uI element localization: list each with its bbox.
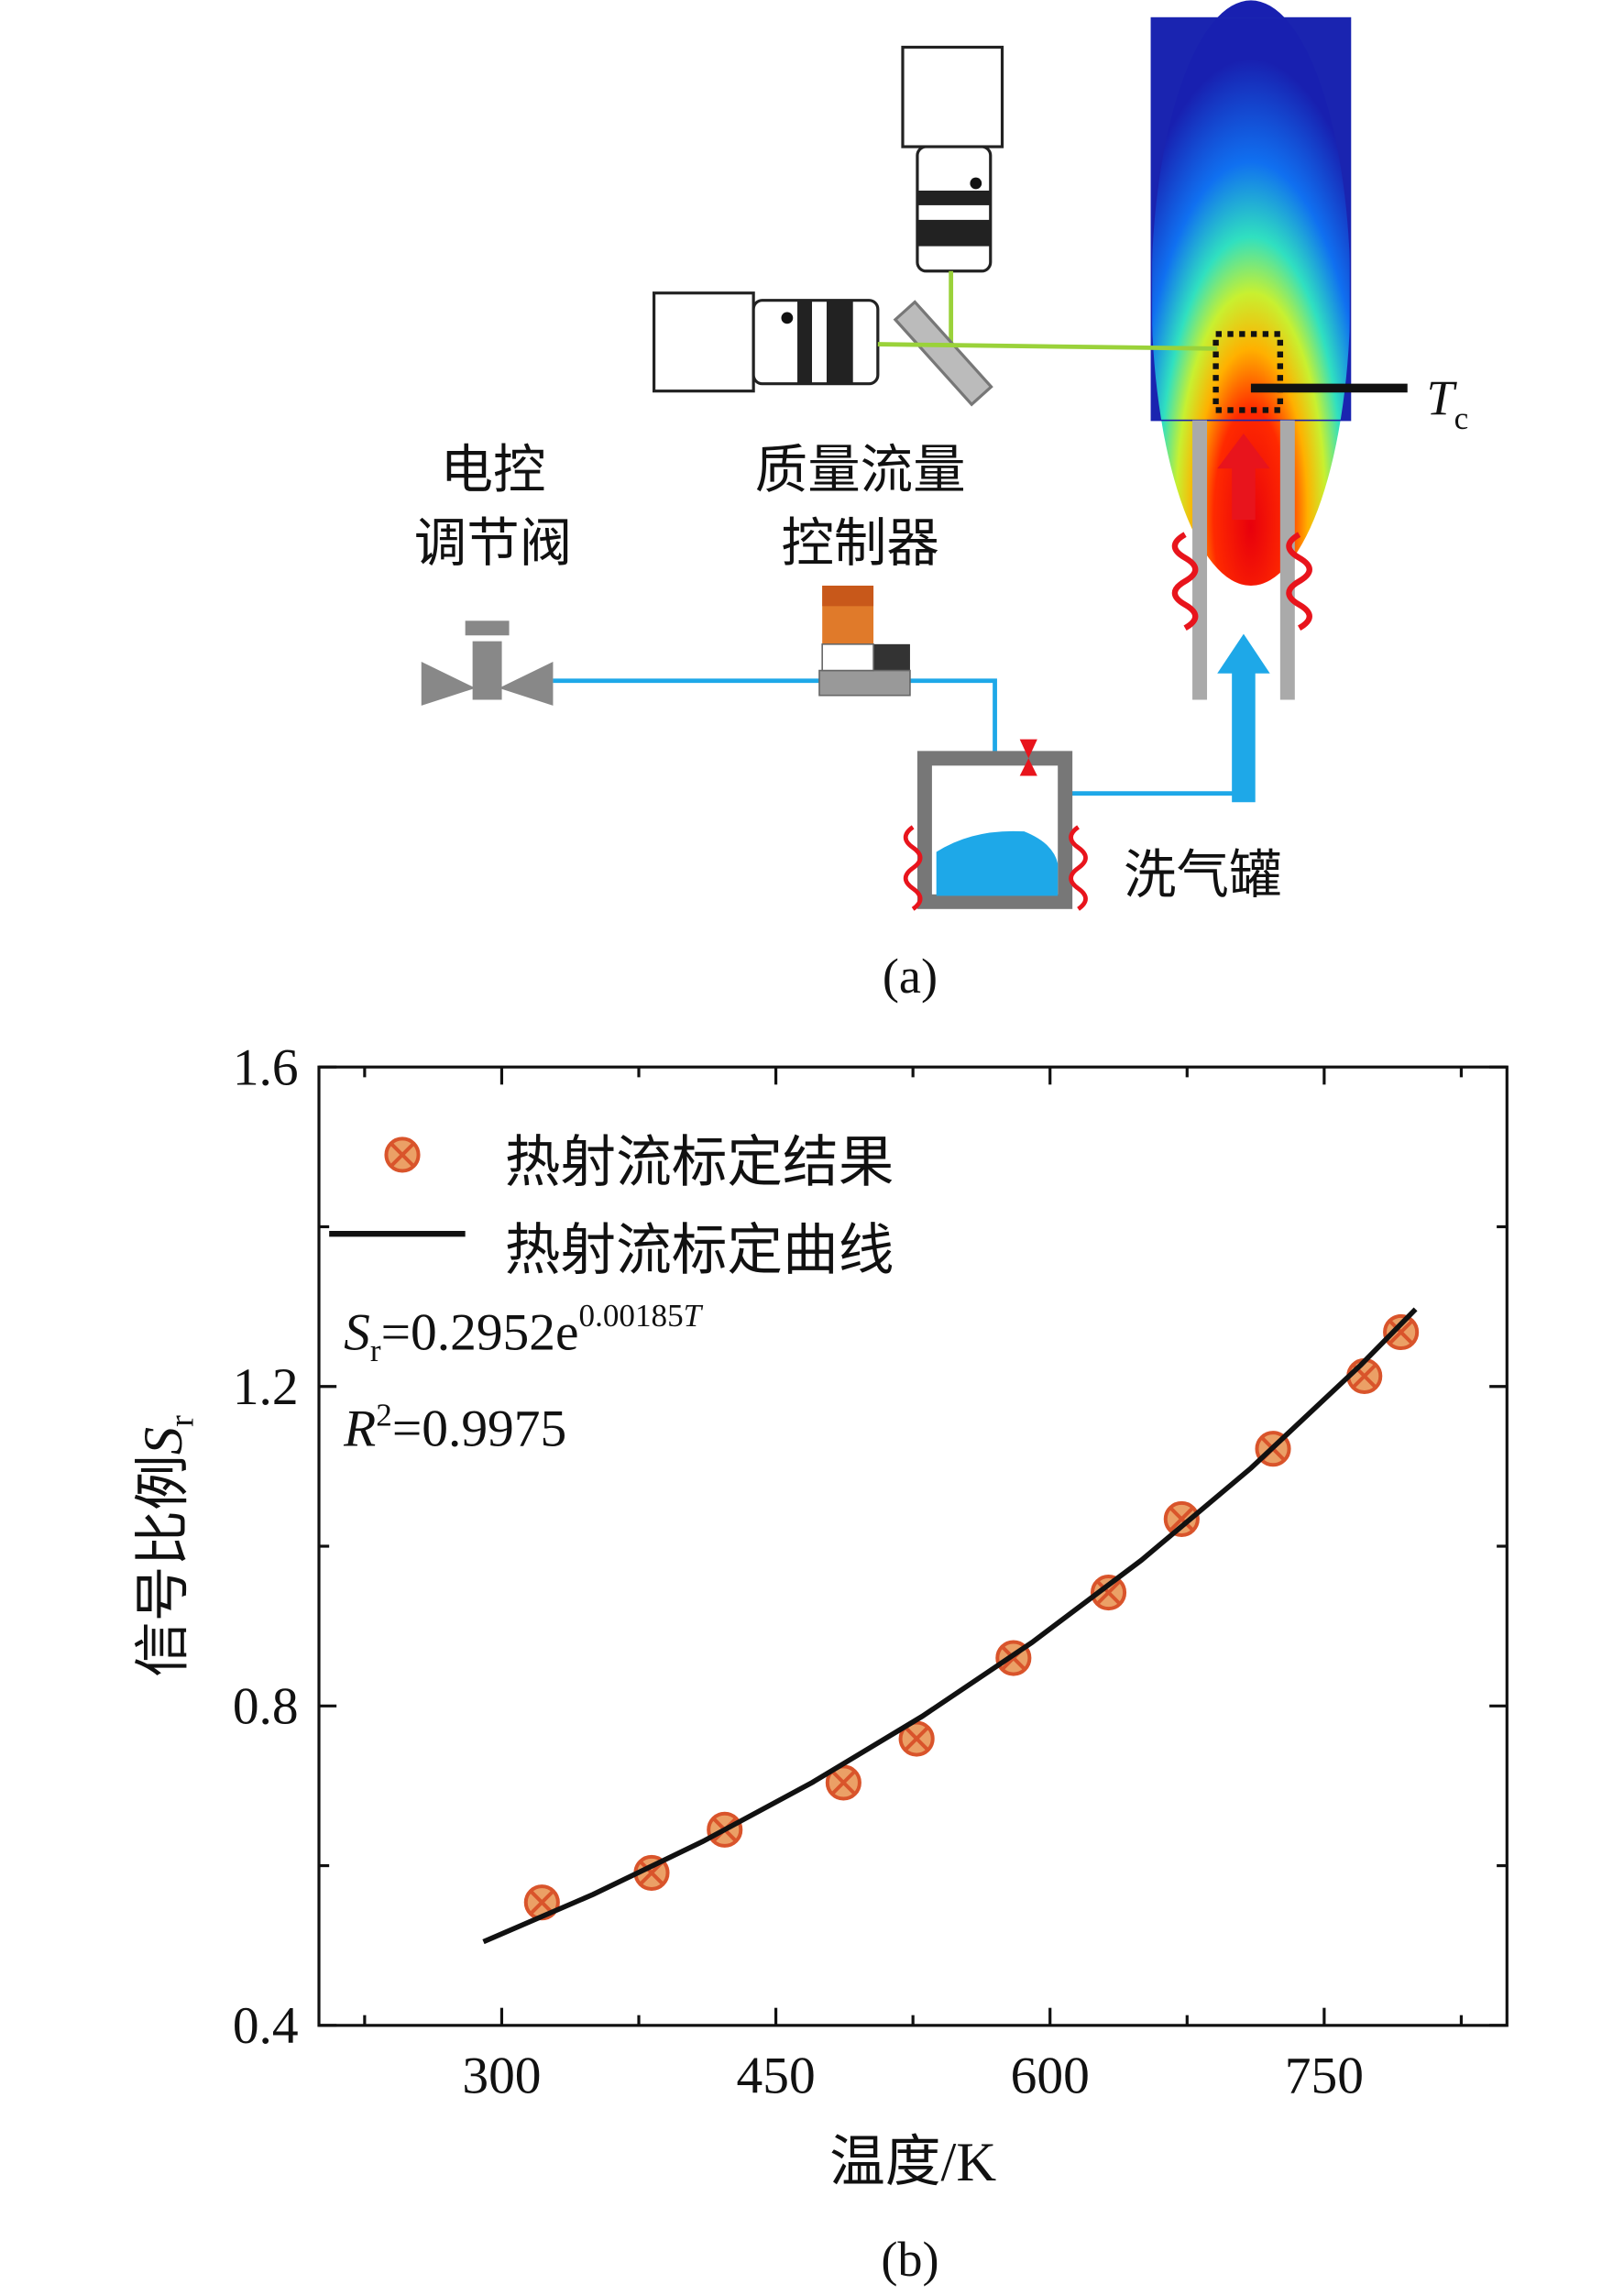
eq-subscript: r: [370, 1333, 381, 1368]
valve-label: 调节阀: [414, 515, 572, 573]
marker-cross: [530, 1891, 554, 1915]
y-tick-label: 1.6: [233, 1038, 299, 1096]
camera-lens: [752, 299, 880, 386]
valve-handle: [465, 620, 510, 636]
controller-display: [873, 643, 910, 671]
eq-symbol: S: [344, 1303, 370, 1361]
gas-arrow: [1217, 633, 1270, 803]
valve: [472, 641, 502, 700]
caption: (b): [881, 2232, 938, 2287]
x-tick-label: 600: [1011, 2047, 1090, 2104]
marker-cross: [1389, 1320, 1413, 1345]
valve: [421, 661, 554, 706]
thermocouple-label: Tc: [1426, 370, 1468, 436]
marker-cross: [1169, 1507, 1193, 1531]
r2-body: =0.9975: [392, 1400, 566, 1458]
data-point: [1090, 1575, 1127, 1611]
y-axis-label-text: 信号比例: [133, 1455, 194, 1677]
r-squared: R2=0.9975: [343, 1397, 566, 1457]
lens-ring: [916, 190, 991, 205]
washer-label: 洗气罐: [1124, 847, 1281, 905]
y-axis-label-subscript: r: [163, 1415, 202, 1427]
valve-label: 电控: [441, 442, 546, 500]
eq-exponent: 0.00185: [579, 1298, 684, 1334]
heater: [1286, 532, 1312, 631]
label-subscript: c: [1454, 401, 1469, 436]
data-point: [1383, 1313, 1420, 1351]
data-point: [825, 1764, 861, 1801]
diagram: Tc 电控 调节阀: [414, 0, 1468, 1004]
plot-frame: [317, 1065, 1509, 2027]
controller-label: 控制器: [781, 515, 938, 573]
lens-dot: [781, 312, 794, 324]
eq-body: =0.2952e: [381, 1303, 579, 1361]
tube-wall: [1279, 420, 1295, 700]
marker-cross: [390, 1143, 414, 1167]
fit-equation: Sr=0.2952e0.00185T: [344, 1298, 704, 1368]
caption: (a): [883, 949, 938, 1004]
lens-dot: [970, 177, 982, 190]
flame-frame: [1150, 16, 1352, 422]
check-valve: [1019, 739, 1037, 776]
controller-top: [822, 585, 874, 607]
tube-wall: [1192, 420, 1208, 700]
r2-symbol: R: [343, 1400, 376, 1458]
y-axis-label: 信号比例Sr: [133, 1415, 202, 1677]
lens-ring: [916, 219, 991, 247]
beam-splitter: [893, 300, 993, 407]
marker-cross: [905, 1727, 928, 1751]
washer-water: [936, 830, 1059, 896]
heater: [903, 825, 923, 911]
camera-body: [652, 291, 755, 393]
x-tick-label: 300: [462, 2047, 541, 2104]
camera-lens: [916, 145, 993, 273]
controller-label: 质量流量: [755, 442, 966, 500]
data-point: [384, 1137, 421, 1173]
laser-beam: [877, 342, 1218, 351]
controller-body: [821, 643, 874, 672]
data-point: [898, 1720, 935, 1757]
y-tick-label: 0.4: [233, 1997, 299, 2055]
r2-superscript: 2: [376, 1397, 392, 1433]
x-tick-label: 450: [736, 2047, 815, 2104]
label-symbol: T: [1426, 370, 1457, 425]
camera-body: [901, 45, 1004, 148]
y-tick-label: 0.8: [233, 1677, 299, 1735]
x-tick-label: 750: [1285, 2047, 1364, 2104]
heat-arrow: [1217, 433, 1270, 521]
heater: [1171, 532, 1199, 631]
legend-label: 热射流标定结果: [505, 1133, 894, 1194]
chart: 300 450 600 7500.40.81.21.6温度/K信号比例Sr(b)热射流…: [133, 1038, 1509, 2287]
lens-ring: [826, 300, 853, 384]
x-axis-label: 温度/K: [829, 2132, 996, 2193]
controller-base: [818, 669, 911, 697]
marker-cross: [831, 1771, 855, 1795]
fit-line: [482, 1307, 1418, 1945]
y-axis-label-symbol: S: [133, 1427, 194, 1455]
eq-exponent-var: T: [684, 1298, 704, 1334]
legend-label: 热射流标定曲线: [505, 1221, 894, 1282]
lens-ring: [797, 300, 812, 384]
data-point: [1163, 1500, 1200, 1537]
marker-cross: [1096, 1580, 1121, 1605]
marker-cross: [640, 1861, 664, 1884]
y-tick-label: 1.2: [233, 1358, 299, 1416]
heater: [1069, 825, 1088, 911]
